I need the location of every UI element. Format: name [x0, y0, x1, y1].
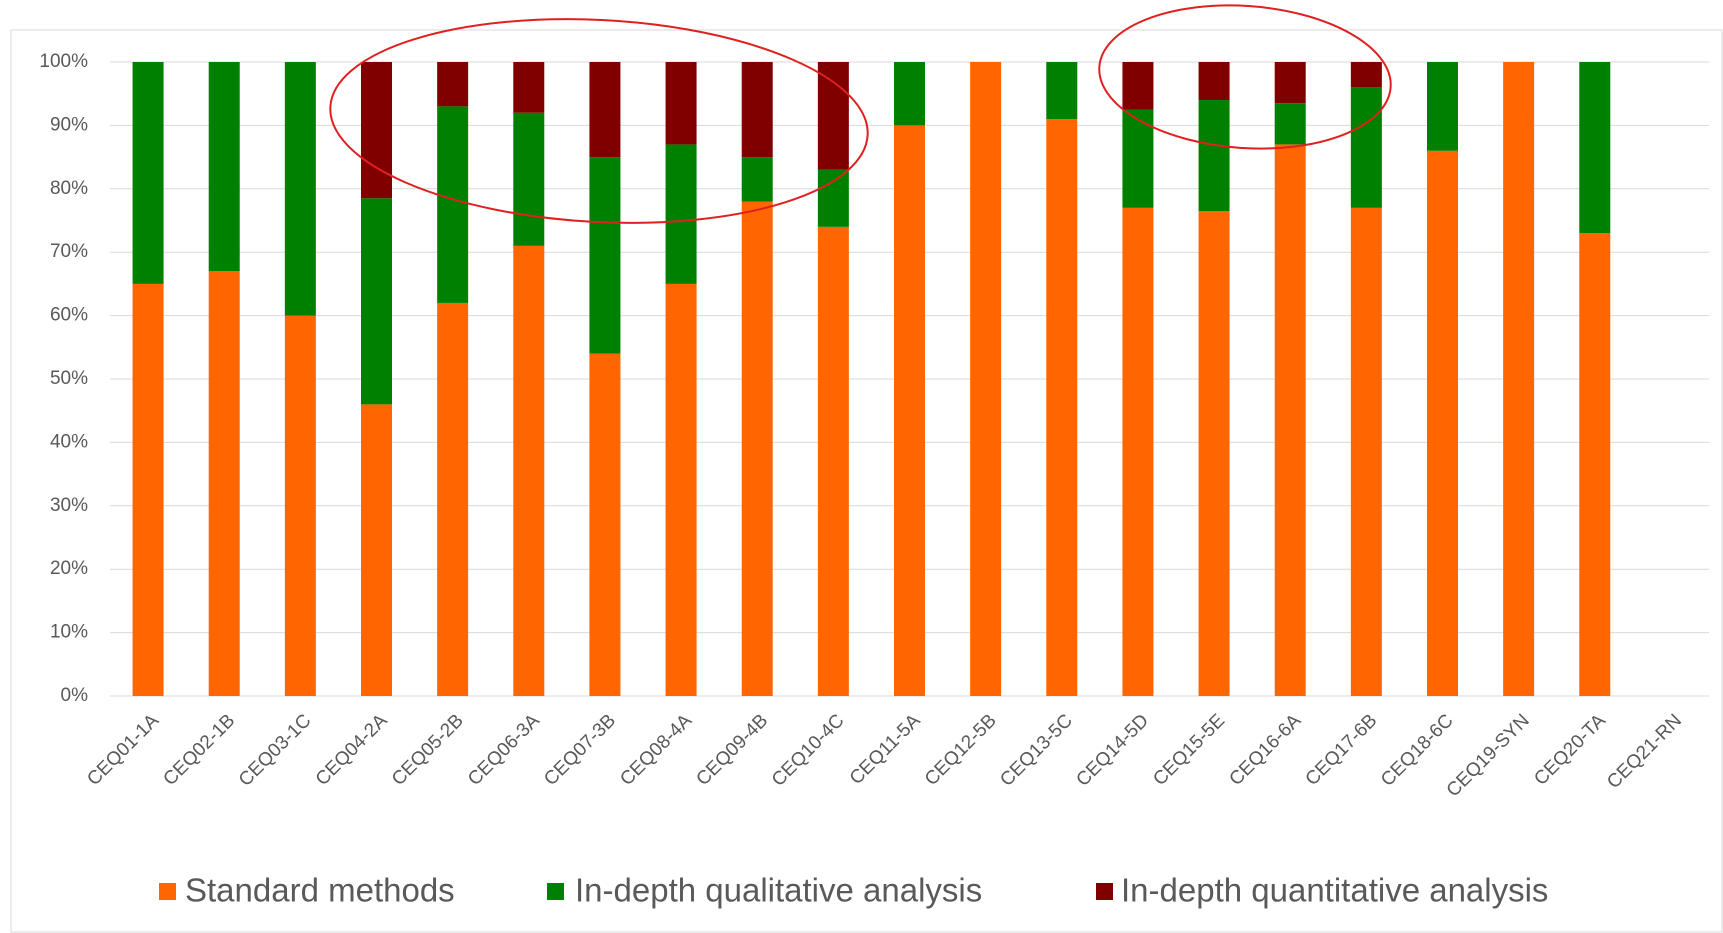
- bar-segment: [284, 62, 316, 316]
- x-tick-label: CEQ03-1C: [235, 710, 316, 791]
- bar-segment: [589, 62, 621, 158]
- legend-swatch: [1096, 883, 1113, 900]
- x-tick-label: CEQ05-2B: [388, 710, 468, 790]
- bar-segment: [1274, 103, 1306, 145]
- x-tick-label: CEQ04-2A: [312, 710, 392, 790]
- y-tick-label: 60%: [50, 305, 88, 326]
- bar-segment: [132, 283, 164, 696]
- chart-frame: [10, 29, 1723, 933]
- bar-segment: [1198, 62, 1230, 101]
- bar-segment: [741, 201, 773, 697]
- bar-segment: [208, 62, 240, 272]
- legend: Standard methods In-depth qualitative ana…: [159, 872, 1548, 909]
- bar-segment: [1122, 62, 1154, 110]
- x-tick-label: CEQ06-3A: [464, 710, 544, 790]
- x-tick-label: CEQ18-6C: [1377, 710, 1458, 791]
- x-tick-label: CEQ15-5E: [1149, 710, 1229, 790]
- bar-segment: [665, 62, 697, 145]
- bar-segment: [1274, 144, 1306, 697]
- bar-segment: [741, 62, 773, 158]
- legend-label: Standard methods: [185, 872, 455, 909]
- x-tick-label: CEQ12-5B: [921, 710, 1001, 790]
- bar-segment: [1198, 100, 1230, 211]
- bar-segment: [437, 106, 469, 303]
- bar-segment: [894, 125, 925, 696]
- bar-segment: [513, 245, 545, 697]
- bar-segment: [1427, 150, 1458, 696]
- bar-segment: [208, 271, 240, 696]
- bar-segment: [1122, 207, 1154, 696]
- bar-segment: [132, 62, 164, 284]
- bar-segment: [1046, 119, 1078, 696]
- bar-segment: [513, 112, 545, 246]
- y-tick-label: 20%: [50, 558, 88, 579]
- bar-segment: [437, 62, 469, 107]
- y-tick-label: 70%: [50, 241, 88, 262]
- bar-segment: [1274, 62, 1306, 104]
- highlight-ellipse: [1098, 4, 1392, 150]
- x-tick-label: CEQ16-6A: [1225, 710, 1305, 790]
- x-tick-label: CEQ10-4C: [768, 710, 849, 791]
- x-tick-label: CEQ13-5C: [996, 710, 1077, 791]
- bar-segment: [817, 226, 849, 696]
- bar-segment: [284, 315, 316, 696]
- y-tick-label: 0%: [61, 685, 89, 706]
- y-tick-label: 100%: [39, 51, 88, 72]
- y-tick-label: 90%: [50, 114, 88, 135]
- bar-segment: [361, 62, 392, 199]
- legend-swatch: [547, 883, 564, 900]
- y-tick-label: 50%: [50, 368, 88, 389]
- bar-segment: [665, 144, 697, 284]
- bar-segment: [1579, 62, 1611, 234]
- x-tick-label: CEQ07-3B: [540, 710, 620, 790]
- legend-swatch: [159, 883, 176, 900]
- y-tick-label: 40%: [50, 431, 88, 452]
- x-tick-label: CEQ08-4A: [616, 710, 696, 790]
- bar-segment: [1503, 62, 1535, 696]
- bar-segment: [1350, 207, 1382, 696]
- x-tick-label: CEQ11-5A: [846, 710, 925, 789]
- x-tick-label: CEQ14-5D: [1072, 710, 1153, 791]
- bar-segment: [1579, 233, 1611, 696]
- bar-segment: [513, 62, 545, 113]
- bar-segment: [437, 302, 469, 696]
- bar-segment: [970, 62, 1002, 696]
- bar-segment: [361, 404, 392, 696]
- bar-segment: [665, 283, 697, 696]
- y-tick-label: 80%: [50, 178, 88, 199]
- bar-segment: [741, 157, 773, 202]
- x-tick-label: CEQ21-RN: [1603, 710, 1686, 793]
- legend-label: In-depth quantitative analysis: [1121, 872, 1548, 909]
- bar-segment: [1350, 87, 1382, 208]
- highlight-ellipse: [329, 18, 869, 224]
- x-tick-label: CEQ02-1B: [159, 710, 239, 790]
- legend-label: In-depth qualitative analysis: [575, 872, 982, 909]
- bar-segment: [589, 157, 621, 354]
- y-tick-label: 30%: [50, 495, 88, 516]
- bar-segment: [894, 62, 925, 126]
- bar-segment: [589, 353, 621, 696]
- bar-segment: [817, 169, 849, 227]
- x-tick-label: CEQ17-6B: [1302, 710, 1382, 790]
- bar-segment: [1350, 62, 1382, 88]
- y-tick-label: 10%: [50, 622, 88, 643]
- bar-segment: [1046, 62, 1078, 120]
- x-tick-label: CEQ20-TA: [1530, 710, 1610, 790]
- x-tick-label: CEQ09-4B: [692, 710, 772, 790]
- bar-segment: [361, 198, 392, 405]
- bar-segment: [1198, 210, 1230, 697]
- bars: [132, 62, 1611, 697]
- bar-segment: [1427, 62, 1458, 151]
- x-tick-label: CEQ01-1A: [83, 710, 163, 790]
- bar-segment: [817, 62, 849, 170]
